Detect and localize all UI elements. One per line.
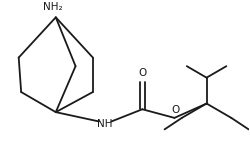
Text: O: O (172, 105, 180, 115)
Text: NH₂: NH₂ (44, 2, 63, 12)
Text: O: O (138, 68, 146, 78)
Text: NH: NH (98, 119, 113, 129)
